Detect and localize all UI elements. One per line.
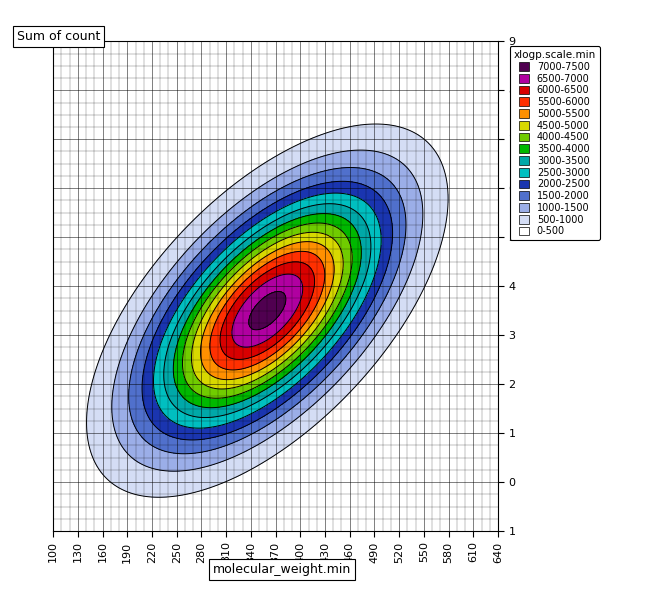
Text: Sum of count: Sum of count	[17, 30, 100, 43]
Legend: 7000-7500, 6500-7000, 6000-6500, 5500-6000, 5000-5500, 4500-5000, 4000-4500, 350: 7000-7500, 6500-7000, 6000-6500, 5500-60…	[509, 46, 600, 240]
Text: molecular_weight.min: molecular_weight.min	[213, 563, 351, 576]
